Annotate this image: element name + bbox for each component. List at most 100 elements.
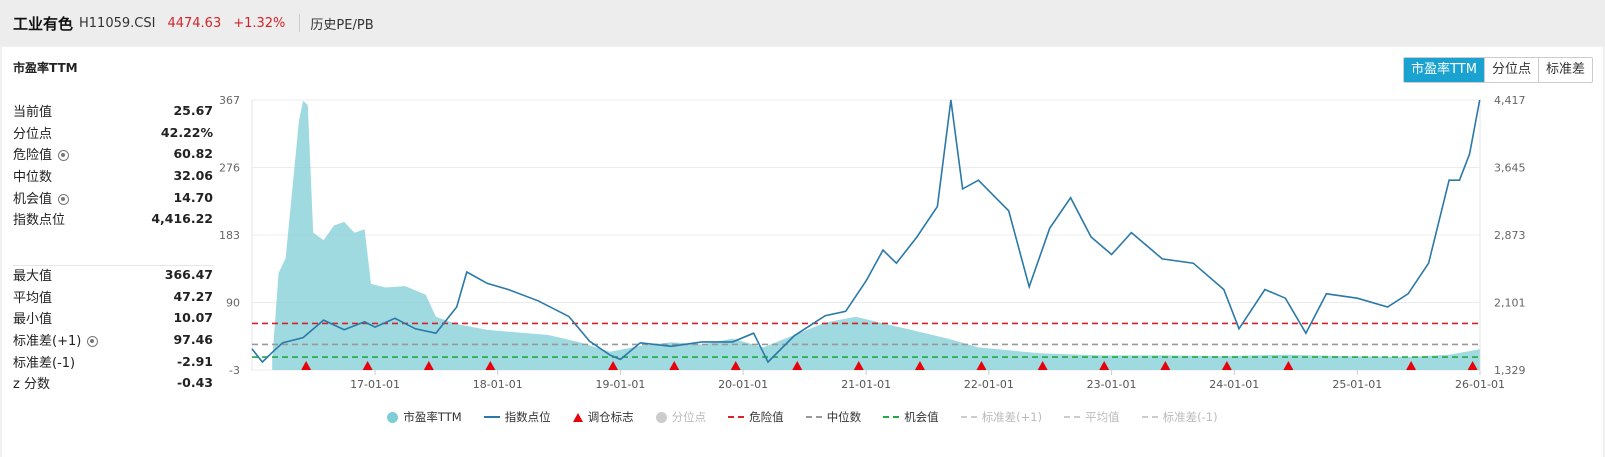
rebalance-marker [1406,361,1417,370]
stat-value: 366.47 [164,267,213,283]
legend-item[interactable]: 市盈率TTM [387,409,462,425]
chart-legend: 市盈率TTM 指数点位 调仓标志 分位点 危险值 中位数 机会值 标准差(+1) 平均值 标准差(… [2,407,1603,427]
y-right-tick-label: 2,873 [1494,229,1526,242]
y-left-tick-label: 367 [219,94,240,107]
x-tick-label: 18-01-01 [473,378,523,391]
rebalance-marker [853,361,864,370]
tab-history-pe-pb[interactable]: 历史PE/PB [310,17,374,33]
rebalance-marker [1283,361,1294,370]
metric-toggle: 市盈率TTM 分位点 标准差 [1403,57,1593,83]
stat-label: 标准差(-1) [13,355,76,371]
stat-value: 42.22% [160,124,213,140]
pe-ttm-area [272,100,1480,370]
index-price: 4474.63 [167,15,222,31]
rebalance-marker [1099,361,1110,370]
rebalance-marker [730,361,741,370]
stat-value: 25.67 [173,103,213,119]
legend-label: 平均值 [1085,410,1120,424]
header-divider [299,14,301,32]
stats-divider [13,265,213,266]
stats-bottom: 最大值 366.47 平均值 47.27 最小值 10.07 标准差(+1) 97.46 标准差… [13,264,213,394]
rebalance-marker [362,361,373,370]
rebalance-marker [669,361,680,370]
index-name: 工业有色 [13,14,74,33]
settings-icon[interactable] [58,193,70,205]
legend-dash-icon [728,416,745,418]
stat-row: 分位点 42.22% [13,122,213,144]
rebalance-marker [1467,361,1478,370]
stats-top: 当前值 25.67 分位点 42.22% 危险值 60.82 中位数 32.06 机会值 14.7… [13,100,213,230]
legend-item[interactable]: 指数点位 [483,409,551,425]
y-left-tick-label: 90 [226,297,240,310]
metric-button-2[interactable]: 标准差 [1537,58,1592,82]
index-change: +1.32% [233,15,286,31]
stat-label: 最小值 [13,312,53,328]
stat-value: 97.46 [173,332,213,348]
settings-icon[interactable] [87,336,99,348]
stat-row: 中位数 32.06 [13,165,213,187]
stat-row: 标准差(-1) -2.91 [13,350,213,372]
legend-item[interactable]: 调仓标志 [572,409,634,425]
legend-item[interactable]: 分位点 [655,409,707,425]
stat-row: 最大值 366.47 [13,264,213,286]
x-tick-label: 23-01-01 [1087,378,1137,391]
stat-label: 当前值 [13,105,53,121]
legend-label: 标准差(-1) [1162,410,1218,424]
legend-item[interactable]: 标准差(+1) [960,409,1043,425]
metric-button-1[interactable]: 分位点 [1483,58,1538,82]
legend-item[interactable]: 平均值 [1064,409,1120,425]
stat-value: -2.91 [176,353,213,369]
x-tick-label: 24-01-01 [1209,378,1259,391]
pe-chart[interactable]: 367 276 183 90 -3 4,417 3,645 2,873 2,101 1,329 17… [2,47,1603,407]
stat-label: 标准差(+1) [13,330,99,349]
rebalance-marker [423,361,434,370]
y-left-tick-label: -3 [229,364,240,377]
y-right-tick-label: 3,645 [1494,162,1526,175]
x-tick-label: 22-01-01 [964,378,1014,391]
x-tick-label: 26-01-01 [1455,378,1505,391]
legend-label: 市盈率TTM [403,410,462,424]
index-line [251,99,1481,364]
stat-value: 10.07 [173,310,213,326]
stat-value: 14.70 [173,189,213,205]
stat-label: 危险值 [13,144,70,163]
stat-value: 60.82 [173,146,213,162]
rebalance-marker [485,361,496,370]
stat-label: 平均值 [13,290,53,306]
legend-item[interactable]: 中位数 [805,409,862,425]
stat-value: -0.43 [176,375,213,391]
legend-label: 中位数 [826,410,862,424]
panel-title: 市盈率TTM [13,61,78,75]
legend-item[interactable]: 标准差(-1) [1141,409,1218,425]
legend-label: 分位点 [671,410,707,424]
legend-dash-icon [960,416,977,418]
legend-item[interactable]: 危险值 [728,409,784,425]
legend-label: 调仓标志 [587,410,634,424]
x-tick-label: 17-01-01 [350,378,400,391]
x-tick-label: 25-01-01 [1332,378,1382,391]
stat-label: 最大值 [13,269,53,285]
metric-button-0[interactable]: 市盈率TTM [1404,58,1484,82]
y-right-tick-label: 4,417 [1494,94,1526,107]
stat-label: 机会值 [13,188,70,207]
legend-circle-icon [655,411,667,423]
index-code: H11059.CSI [79,15,156,31]
legend-label: 指数点位 [504,410,551,424]
stat-value: 32.06 [173,168,213,184]
rebalance-marker [976,361,987,370]
legend-item[interactable]: 机会值 [883,409,939,425]
rebalance-marker [914,361,925,370]
rebalance-marker [1160,361,1171,370]
rebalance-marker [1037,361,1048,370]
stat-value: 4,416.22 [151,211,213,227]
stat-row: 机会值 14.70 [13,186,213,208]
stat-row: 最小值 10.07 [13,307,213,329]
legend-dash-icon [1064,416,1081,418]
stat-row: 标准差(+1) 97.46 [13,329,213,351]
settings-icon[interactable] [58,150,70,162]
legend-label: 标准差(+1) [981,410,1043,424]
header-bar: 工业有色 H11059.CSI 4474.63 +1.32% 历史PE/PB [0,0,1605,46]
rebalance-marker [792,361,803,370]
stat-value: 47.27 [173,288,213,304]
stat-row: z 分数 -0.43 [13,372,213,394]
